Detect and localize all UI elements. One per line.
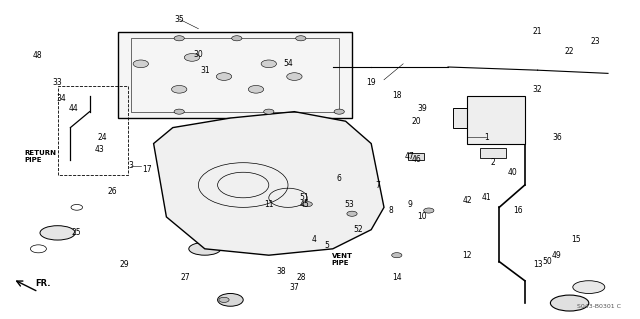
Circle shape bbox=[296, 36, 306, 41]
Ellipse shape bbox=[573, 281, 605, 293]
Polygon shape bbox=[154, 112, 384, 255]
Text: 44: 44 bbox=[68, 104, 79, 113]
Text: 39: 39 bbox=[417, 104, 428, 113]
Text: 21: 21 bbox=[533, 27, 542, 36]
Text: 38: 38 bbox=[276, 267, 287, 276]
Bar bbox=[408, 153, 424, 160]
Text: 13: 13 bbox=[532, 260, 543, 269]
Text: 3: 3 bbox=[129, 161, 134, 170]
Text: 49: 49 bbox=[552, 251, 562, 260]
Text: 2: 2 bbox=[490, 158, 495, 167]
Ellipse shape bbox=[40, 226, 76, 240]
Text: 9: 9 bbox=[407, 200, 412, 209]
Text: 37: 37 bbox=[289, 283, 300, 292]
Circle shape bbox=[174, 36, 184, 41]
Text: 1: 1 bbox=[484, 133, 489, 142]
Text: 40: 40 bbox=[507, 168, 517, 177]
Bar bbox=[453, 108, 482, 128]
Circle shape bbox=[334, 109, 344, 114]
Text: 53: 53 bbox=[344, 200, 354, 209]
Text: 46: 46 bbox=[411, 155, 421, 164]
Text: 23: 23 bbox=[590, 37, 600, 46]
Text: 18: 18 bbox=[392, 91, 401, 100]
Text: 17: 17 bbox=[142, 165, 152, 174]
Bar bbox=[480, 148, 506, 158]
Text: 36: 36 bbox=[552, 133, 562, 142]
Circle shape bbox=[219, 297, 229, 302]
Text: 27: 27 bbox=[180, 273, 191, 282]
Text: 10: 10 bbox=[417, 212, 428, 221]
Text: 54: 54 bbox=[283, 59, 293, 68]
Circle shape bbox=[71, 204, 83, 210]
Text: 14: 14 bbox=[392, 273, 402, 282]
Polygon shape bbox=[118, 32, 352, 118]
Circle shape bbox=[347, 211, 357, 216]
Text: 33: 33 bbox=[52, 78, 63, 87]
Text: 28: 28 bbox=[296, 273, 305, 282]
Text: 42: 42 bbox=[462, 197, 472, 205]
Text: 48: 48 bbox=[32, 51, 42, 60]
Text: 52: 52 bbox=[353, 225, 364, 234]
Text: 11: 11 bbox=[264, 200, 273, 209]
Circle shape bbox=[133, 60, 148, 68]
Text: 30: 30 bbox=[193, 50, 204, 59]
Circle shape bbox=[174, 109, 184, 114]
Ellipse shape bbox=[189, 242, 221, 255]
Text: 22: 22 bbox=[565, 47, 574, 56]
Text: 32: 32 bbox=[532, 85, 543, 94]
Circle shape bbox=[232, 36, 242, 41]
Text: 6: 6 bbox=[337, 174, 342, 183]
Circle shape bbox=[172, 85, 187, 93]
Circle shape bbox=[216, 73, 232, 80]
Text: S043-B0301 C: S043-B0301 C bbox=[577, 304, 621, 309]
Text: 24: 24 bbox=[97, 133, 108, 142]
Circle shape bbox=[218, 293, 243, 306]
Circle shape bbox=[302, 202, 312, 207]
Polygon shape bbox=[467, 96, 525, 144]
Circle shape bbox=[261, 60, 276, 68]
Circle shape bbox=[424, 208, 434, 213]
Circle shape bbox=[287, 73, 302, 80]
Text: 31: 31 bbox=[200, 66, 210, 75]
Text: RETURN
PIPE: RETURN PIPE bbox=[24, 150, 56, 163]
Text: 26: 26 bbox=[107, 187, 117, 196]
Circle shape bbox=[264, 109, 274, 114]
Text: 5: 5 bbox=[324, 241, 329, 250]
Text: 25: 25 bbox=[72, 228, 82, 237]
Text: 12: 12 bbox=[463, 251, 472, 260]
Text: 45: 45 bbox=[299, 200, 309, 209]
Circle shape bbox=[184, 54, 200, 61]
Text: 16: 16 bbox=[513, 206, 524, 215]
Text: 20: 20 bbox=[411, 117, 421, 126]
Text: 29: 29 bbox=[120, 260, 130, 269]
Circle shape bbox=[248, 85, 264, 93]
Text: FR.: FR. bbox=[35, 279, 51, 288]
Text: 51: 51 bbox=[299, 193, 309, 202]
Text: 35: 35 bbox=[174, 15, 184, 24]
Circle shape bbox=[31, 245, 46, 253]
Text: 4: 4 bbox=[311, 235, 316, 244]
Text: 47: 47 bbox=[404, 152, 415, 161]
Text: VENT
PIPE: VENT PIPE bbox=[332, 254, 353, 266]
Text: 50: 50 bbox=[542, 257, 552, 266]
Text: 15: 15 bbox=[571, 235, 581, 244]
Text: 8: 8 bbox=[388, 206, 393, 215]
Text: 19: 19 bbox=[366, 78, 376, 87]
Ellipse shape bbox=[550, 295, 589, 311]
Text: 41: 41 bbox=[481, 193, 492, 202]
Text: 7: 7 bbox=[375, 181, 380, 189]
Circle shape bbox=[392, 253, 402, 258]
Text: 43: 43 bbox=[94, 145, 104, 154]
Text: 34: 34 bbox=[56, 94, 66, 103]
